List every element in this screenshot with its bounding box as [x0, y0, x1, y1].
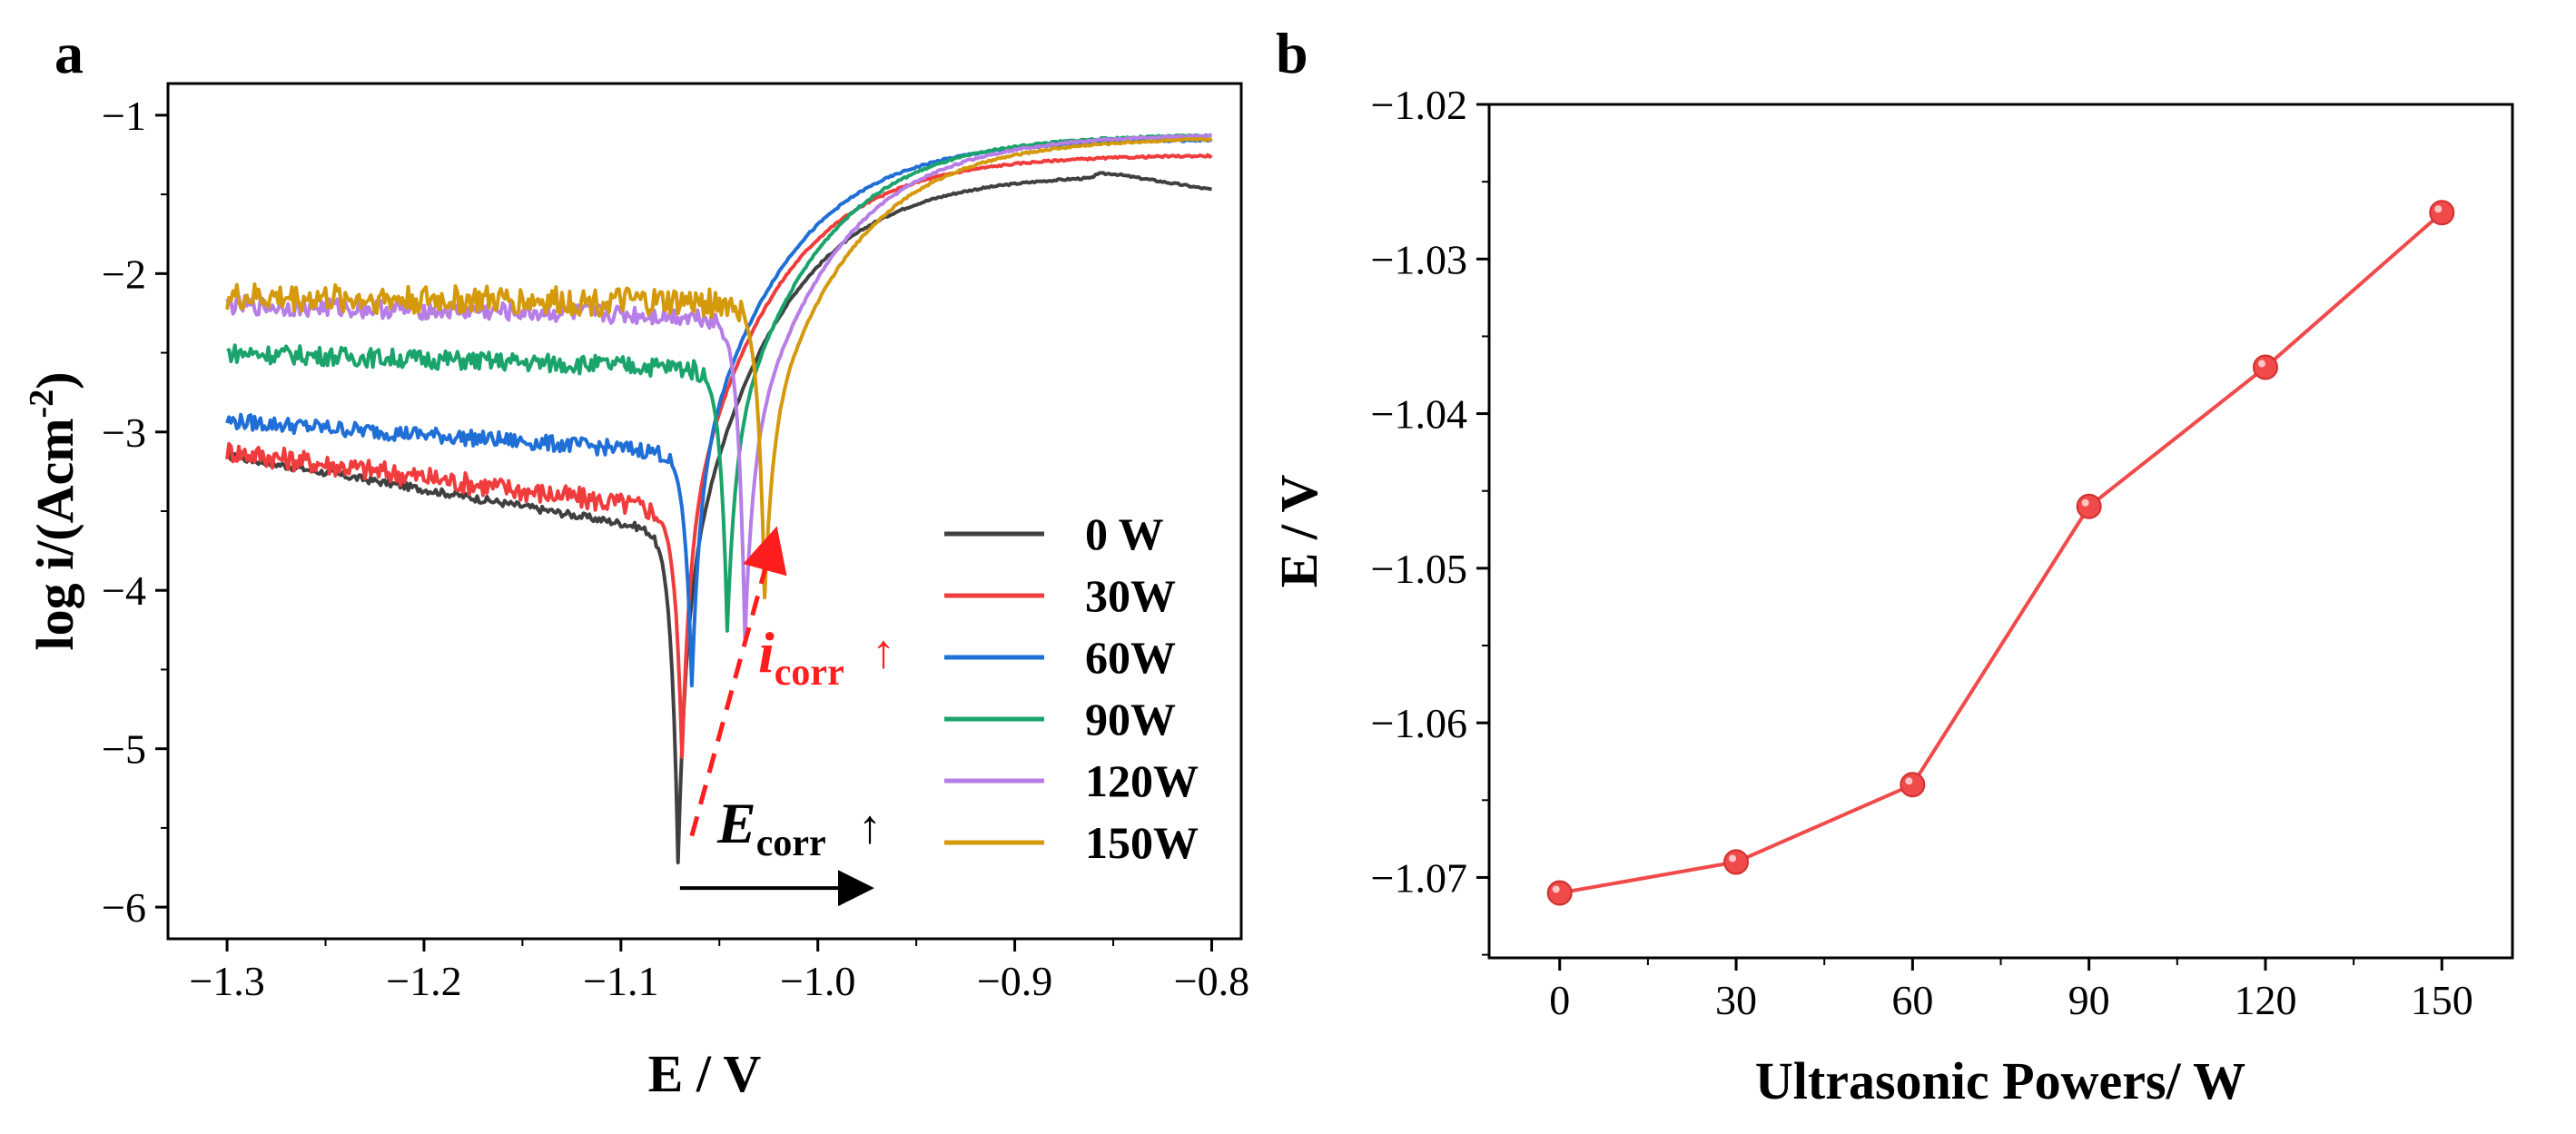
b-y-tick-label: −1.03	[1371, 236, 1467, 282]
b-data-point	[2429, 200, 2455, 226]
b-x-tick-label: 0	[1549, 977, 1570, 1023]
panel-a-letter: a	[54, 21, 84, 85]
b-data-point	[2076, 493, 2102, 519]
a-series-group	[225, 133, 1213, 865]
b-y-axis-title: E / V	[1269, 475, 1328, 588]
a-series-line	[225, 136, 1213, 600]
b-x-tick-label: 60	[1891, 977, 1933, 1023]
a-x-tick-label: −1.1	[583, 958, 658, 1004]
a-y-tick-label: −5	[102, 726, 146, 773]
icorr-up-arrow: ↑	[872, 626, 895, 678]
b-x-tick-label: 30	[1715, 977, 1757, 1023]
a-legend-label: 60W	[1085, 632, 1176, 683]
a-series-line	[225, 153, 1213, 759]
a-legend-label: 0 W	[1085, 508, 1164, 559]
b-x-tick-label: 150	[2411, 977, 2473, 1023]
b-axes: 0 30 60 90 120 150 −1.07 −1.06 −1.05 −1.04 −1.03 −1…	[1371, 82, 2473, 1023]
a-x-axis-title: E / V	[648, 1044, 762, 1103]
b-y-tick-label: −1.02	[1371, 82, 1467, 128]
a-x-tick-label: −0.8	[1174, 958, 1249, 1004]
a-series-line	[225, 133, 1212, 641]
a-y-tick-label: −3	[102, 409, 146, 456]
a-legend-label: 30W	[1085, 570, 1176, 621]
b-y-tick-label: −1.05	[1371, 546, 1467, 592]
b-data-point-highlight	[1905, 777, 1913, 785]
a-y-tick-label: −2	[102, 251, 146, 297]
a-series-line	[227, 171, 1212, 865]
a-series-line	[225, 137, 1213, 688]
icorr-annotation: icorr	[758, 620, 844, 694]
ecorr-annotation: Ecorr	[716, 791, 826, 864]
icorr-dashed-arrow	[689, 526, 787, 837]
a-legend-label: 120W	[1085, 755, 1199, 806]
ecorr-up-arrow: ↑	[858, 802, 882, 853]
b-data-point	[1900, 772, 1926, 798]
b-data-point-highlight	[2257, 360, 2265, 368]
a-y-tick-label: −1	[102, 93, 146, 139]
a-x-tick-label: −1.0	[780, 958, 855, 1004]
a-x-tick-label: −1.2	[386, 958, 461, 1004]
a-legend-label: 90W	[1085, 694, 1176, 744]
b-data-point	[2252, 354, 2278, 380]
a-series-line	[226, 133, 1212, 633]
b-series-line	[1559, 211, 2443, 895]
b-y-tick-label: −1.06	[1371, 700, 1467, 746]
a-y-axis-title: log i/(Acm-2)	[23, 371, 84, 650]
a-legend: 0 W 30W 60W 90W 120W 150W	[944, 508, 1199, 868]
b-y-tick-label: −1.07	[1371, 854, 1467, 901]
b-data-point-highlight	[1729, 854, 1737, 863]
b-x-tick-label: 120	[2234, 977, 2296, 1023]
panel-b: b 0 30 60 90 120 150 −1.07 −1.06 −1.05 −1.04 −1.03…	[1269, 21, 2514, 1110]
a-y-tick-label: −4	[102, 567, 146, 614]
b-data-point-highlight	[1552, 885, 1560, 893]
a-axes: −1.3 −1.2 −1.1 −1.0 −0.9 −0.8 −6 −5 −4 −3 −2 −1	[102, 93, 1249, 1004]
b-plot-frame	[1487, 103, 2514, 960]
a-legend-label: 150W	[1085, 817, 1199, 868]
b-x-tick-label: 90	[2068, 977, 2110, 1023]
a-x-tick-label: −0.9	[977, 958, 1052, 1004]
b-data-point-highlight	[2081, 498, 2089, 507]
panel-a: a −1.3 −1.2 −1.1 −1.0 −0.9 −0.8 −6 −5 −4 −3 −2 −1 E…	[23, 21, 1249, 1103]
b-y-tick-label: −1.04	[1371, 391, 1467, 438]
b-x-axis-title: Ultrasonic Powers/ W	[1755, 1051, 2245, 1110]
panel-b-letter: b	[1276, 21, 1308, 85]
b-series-group	[1546, 200, 2455, 906]
b-data-point	[1723, 849, 1750, 875]
b-data-point-highlight	[2434, 205, 2443, 213]
b-data-point	[1546, 880, 1573, 906]
a-x-tick-label: −1.3	[189, 958, 264, 1004]
a-y-tick-label: −6	[102, 884, 146, 931]
